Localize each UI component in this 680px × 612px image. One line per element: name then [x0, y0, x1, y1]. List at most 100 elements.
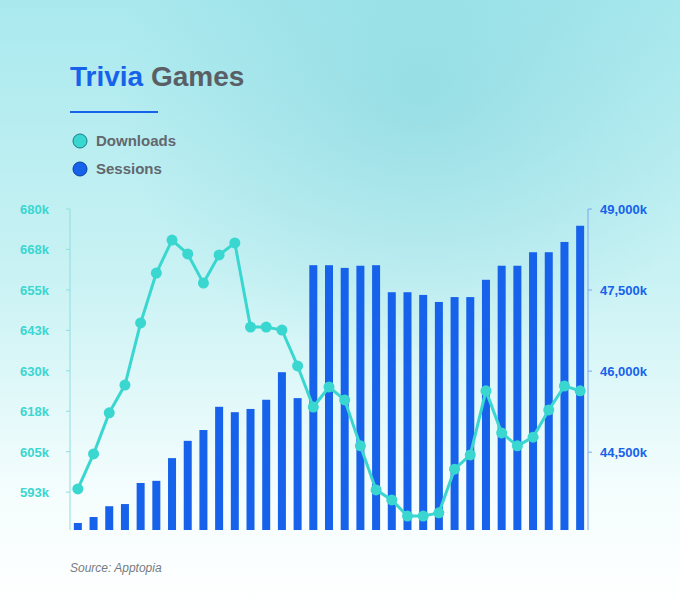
y2-tick-label: 46,000k [600, 364, 648, 379]
line-marker [72, 483, 83, 494]
line-marker [543, 404, 554, 415]
bar [356, 266, 364, 530]
bar [90, 517, 98, 530]
legend: Downloads Sessions [73, 132, 176, 177]
legend-label: Sessions [96, 160, 162, 177]
line-marker [339, 394, 350, 405]
bar [152, 481, 160, 530]
legend-swatch [73, 162, 87, 176]
line-marker [559, 381, 570, 392]
line-marker [167, 235, 178, 246]
bar [435, 302, 443, 530]
bar [184, 441, 192, 530]
title-part: Games [143, 61, 244, 92]
y-tick [66, 492, 70, 493]
y-tick [66, 330, 70, 331]
line-marker [151, 268, 162, 279]
plot-area [72, 226, 585, 530]
bar [451, 297, 459, 530]
bar [262, 400, 270, 530]
background-glow [0, 0, 680, 612]
bar [278, 372, 286, 530]
line-marker [433, 507, 444, 518]
line-marker [355, 440, 366, 451]
y-tick-label: 655k [20, 283, 50, 298]
bar [388, 292, 396, 530]
line-marker [276, 325, 287, 336]
line-marker [119, 380, 130, 391]
bar [137, 483, 145, 530]
bar [403, 292, 411, 530]
bar [168, 458, 176, 530]
y-tick-label: 668k [20, 242, 50, 257]
y-tick [66, 209, 70, 210]
line-marker [480, 385, 491, 396]
line-marker [418, 511, 429, 522]
title-part: Trivia [70, 61, 144, 92]
bar [105, 506, 113, 530]
bar [419, 295, 427, 530]
y-tick-label: 618k [20, 404, 50, 419]
legend-swatch [73, 134, 87, 148]
source-note: Source: Apptopia [70, 561, 162, 575]
y-tick [66, 451, 70, 452]
y-axis-line [70, 209, 71, 530]
bar [529, 252, 537, 530]
y2-tick-label: 47,500k [600, 283, 648, 298]
chart-root: Trivia Games Downloads Sessions 593k 605k 618… [0, 0, 680, 612]
line-marker [104, 407, 115, 418]
y-tick [66, 249, 70, 250]
bar [74, 523, 82, 530]
line-marker [245, 322, 256, 333]
y-tick [66, 411, 70, 412]
title-underline [70, 111, 158, 113]
legend-label: Downloads [96, 132, 176, 149]
y2-tick [588, 290, 592, 291]
line-marker [214, 249, 225, 260]
line-marker [371, 484, 382, 495]
y-tick-label: 680k [20, 202, 50, 217]
y2-tick [588, 452, 592, 453]
chart-title: Trivia Games [70, 61, 244, 92]
line-marker [575, 385, 586, 396]
bar [466, 297, 474, 530]
bar [513, 266, 521, 530]
line-marker [292, 360, 303, 371]
y2-tick [588, 371, 592, 372]
y-tick-label: 593k [20, 485, 50, 500]
bar [121, 504, 129, 530]
y2-tick-label: 49,000k [600, 202, 648, 217]
line-marker [496, 427, 507, 438]
y-tick-label: 630k [20, 364, 50, 379]
line-marker [449, 464, 460, 475]
line-marker [261, 322, 272, 333]
line [78, 240, 580, 516]
line-marker [528, 432, 539, 443]
line-marker [324, 381, 335, 392]
line-marker [308, 402, 319, 413]
bar [325, 265, 333, 530]
bar [215, 407, 223, 530]
y-tick [66, 289, 70, 290]
line-marker [512, 440, 523, 451]
y2-tick [588, 209, 592, 210]
line-marker [88, 448, 99, 459]
y-tick-label: 643k [20, 323, 50, 338]
line-marker [135, 317, 146, 328]
line-marker [182, 248, 193, 259]
y-tick-label: 605k [20, 445, 50, 460]
line-marker [386, 494, 397, 505]
line-marker [402, 511, 413, 522]
line-marker [465, 449, 476, 460]
bar [247, 409, 255, 530]
line-marker [229, 237, 240, 248]
background [0, 0, 680, 612]
bar [199, 430, 207, 530]
chart-svg: Trivia Games Downloads Sessions 593k 605k 618… [0, 0, 680, 612]
bar [294, 398, 302, 530]
bar [545, 252, 553, 530]
bar [498, 266, 506, 530]
y2-tick-label: 44,500k [600, 445, 648, 460]
bar [576, 226, 584, 530]
line-marker [198, 278, 209, 289]
